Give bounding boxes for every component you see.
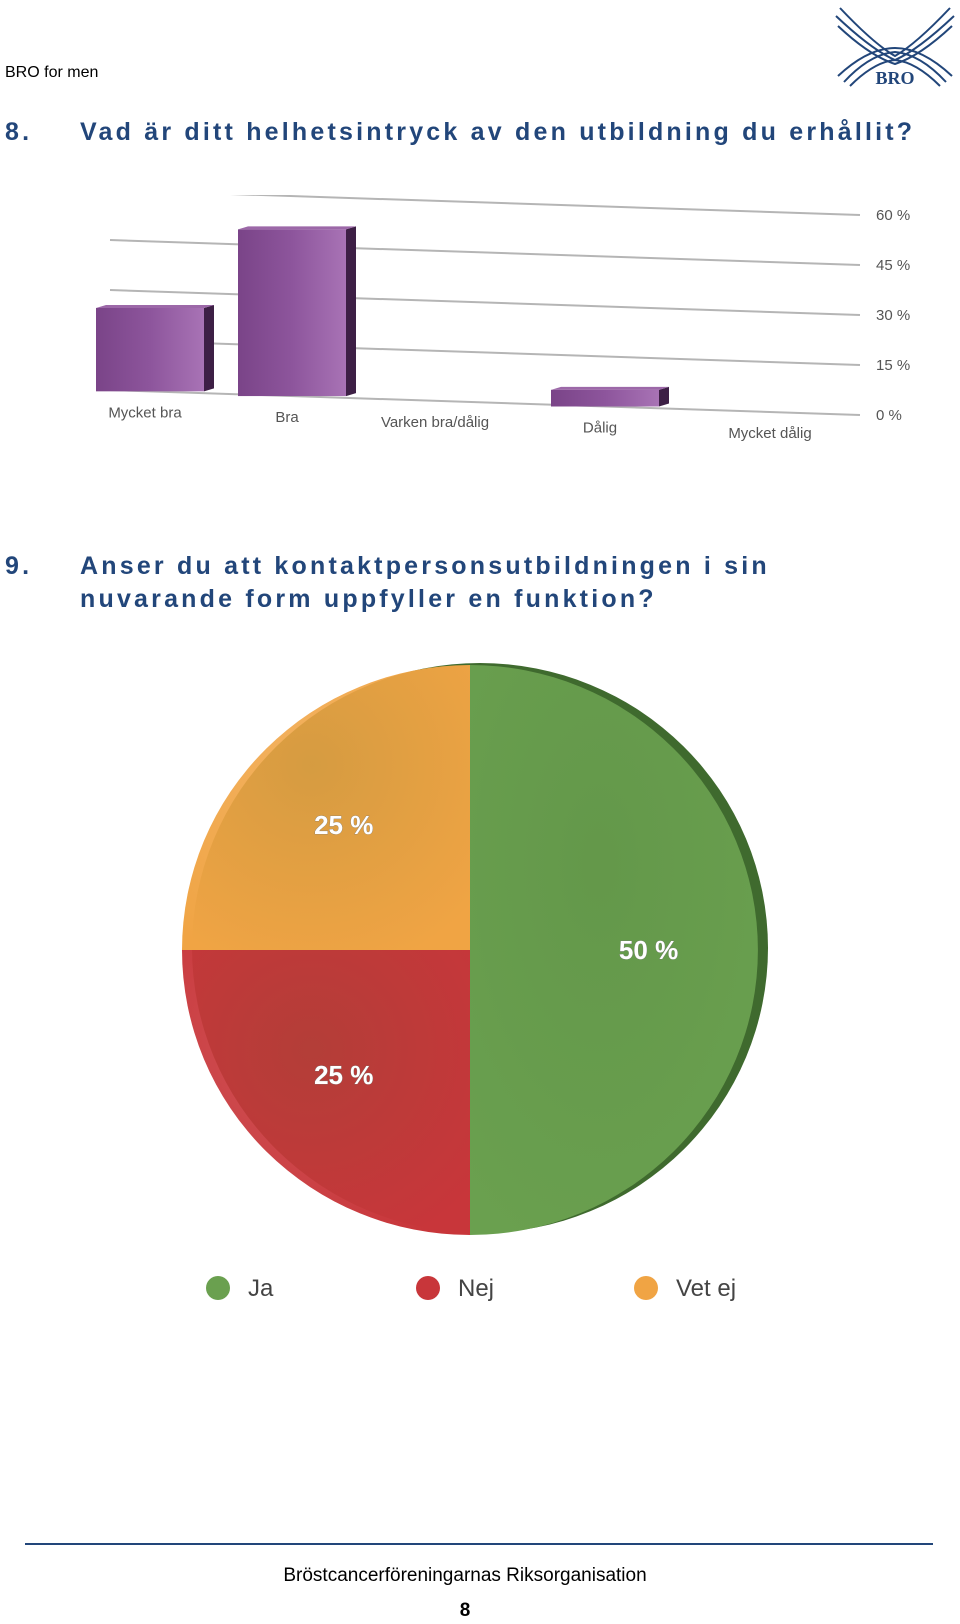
y-tick-label: 45 % xyxy=(876,257,910,274)
pie-value-label: 25 % xyxy=(314,810,373,840)
bar-side xyxy=(204,305,214,392)
question-9: 9. Anser du att kontaktpersonsutbildning… xyxy=(5,550,905,620)
x-category-label: Mycket dålig xyxy=(728,425,811,442)
logo-text: BRO xyxy=(875,68,914,88)
bar-side xyxy=(346,226,356,397)
question-9-number: 9. xyxy=(5,552,33,580)
bar-side xyxy=(659,386,669,407)
legend-label: Nej xyxy=(458,1275,494,1302)
y-tick-label: 15 % xyxy=(876,357,910,374)
y-tick-label: 0 % xyxy=(876,407,902,424)
question-8: 8. Vad är ditt helhetsintryck av den utb… xyxy=(5,116,912,152)
bar-top xyxy=(96,305,214,308)
bar xyxy=(96,308,204,392)
pie-slice-ja xyxy=(470,665,758,1235)
bar-chart: 0 % 15 % 30 % 45 % 60 % Mycket bra Bra Varken b… xyxy=(96,195,910,442)
legend-swatch xyxy=(416,1276,440,1300)
pie-slice-vet-ej xyxy=(182,665,470,950)
gridline xyxy=(109,339,861,366)
question-8-number: 8. xyxy=(5,118,33,146)
question-9-text-line1: Anser du att kontaktpersonsutbildningen … xyxy=(80,552,770,580)
question-9-text-line2: nuvarande form uppfyller en funktion? xyxy=(80,585,657,613)
bar-top xyxy=(551,386,669,390)
y-tick-label: 30 % xyxy=(876,307,910,324)
legend-swatch xyxy=(206,1276,230,1300)
y-tick-label: 60 % xyxy=(876,207,910,224)
gridline xyxy=(109,389,861,416)
gridline xyxy=(229,195,861,216)
legend-swatch xyxy=(634,1276,658,1300)
gridline xyxy=(109,289,861,316)
x-category-label: Bra xyxy=(275,409,299,426)
legend-label: Ja xyxy=(248,1275,274,1302)
footer-organization: Bröstcancerföreningarnas Riksorganisatio… xyxy=(283,1565,647,1586)
pie-value-label: 25 % xyxy=(314,1060,373,1090)
x-category-label: Dålig xyxy=(583,420,617,437)
bar-top xyxy=(238,226,356,230)
bar xyxy=(238,229,346,397)
gridline xyxy=(109,239,861,266)
pie-chart: 50 % 25 % 25 % Ja Nej Vet ej xyxy=(182,663,768,1302)
bar xyxy=(551,389,659,407)
pie-slice-nej xyxy=(182,950,470,1235)
bro-logo: BRO xyxy=(835,7,955,88)
x-category-label: Varken bra/dålig xyxy=(381,414,489,431)
header-title: BRO for men xyxy=(5,64,99,81)
x-category-label: Mycket bra xyxy=(108,404,182,421)
question-8-text: Vad är ditt helhetsintryck av den utbild… xyxy=(80,118,916,146)
legend-label: Vet ej xyxy=(676,1275,736,1302)
footer-divider xyxy=(25,1543,933,1545)
pie-value-label: 50 % xyxy=(619,935,678,965)
footer-page-number: 8 xyxy=(459,1600,471,1621)
